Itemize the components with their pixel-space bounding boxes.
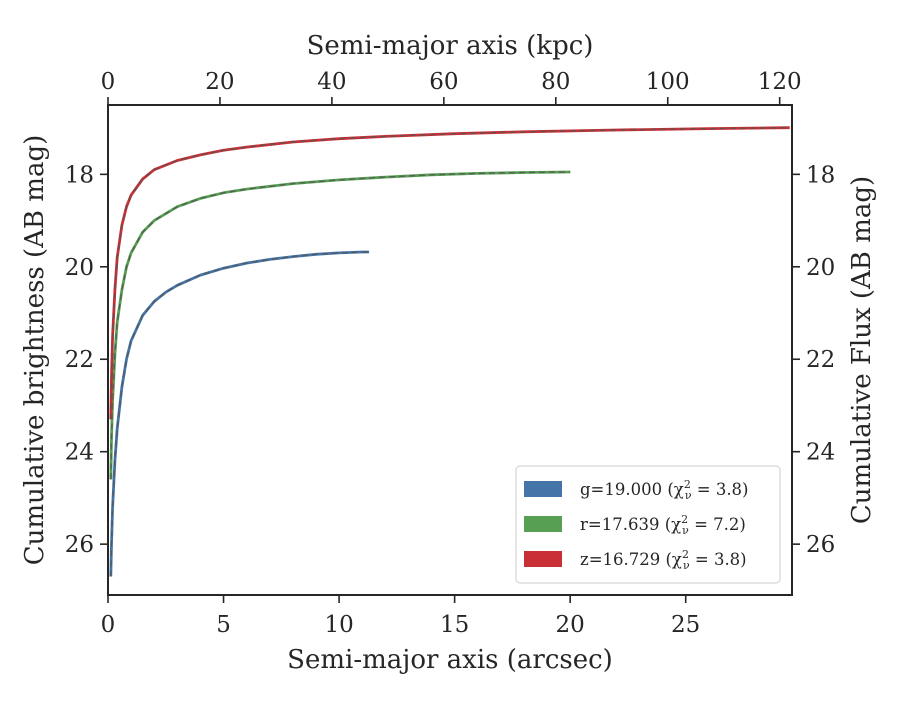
x-axis-label-top: Semi-major axis (kpc) xyxy=(307,31,594,61)
x-tick-label-top: 120 xyxy=(758,69,802,95)
legend-swatch-g xyxy=(524,481,562,497)
y-tick-label-left: 26 xyxy=(65,532,94,558)
x-tick-label-top: 80 xyxy=(541,69,570,95)
x-tick-label-top: 100 xyxy=(646,69,690,95)
series-model-g xyxy=(110,251,370,577)
y-tick-label-left: 20 xyxy=(65,255,94,281)
x-axis-label-bottom: Semi-major axis (arcsec) xyxy=(287,645,613,675)
y-axis-label-right: Cumulative Flux (AB mag) xyxy=(847,176,877,524)
series-model-r xyxy=(110,171,571,480)
series-line-z xyxy=(109,126,790,420)
y-tick-label-right: 22 xyxy=(806,347,835,373)
x-tick-label-top: 0 xyxy=(101,69,116,95)
series-layer xyxy=(109,126,790,577)
series-line-g xyxy=(109,250,370,577)
y-tick-label-right: 18 xyxy=(806,162,835,188)
plot-frame xyxy=(107,104,793,596)
legend-label-g: g=19.000 (χ2 ν = 3.8) xyxy=(580,478,749,502)
x-tick-label-bottom: 10 xyxy=(324,612,353,638)
y-tick-label-right: 26 xyxy=(806,532,835,558)
legend-label-r: r=17.639 (χ2 ν = 7.2) xyxy=(580,513,746,537)
legend-label-z: z=16.729 (χ2 ν = 3.8) xyxy=(580,548,747,572)
y-tick-label-left: 18 xyxy=(65,162,94,188)
series-line-r xyxy=(109,170,571,480)
x-tick-label-bottom: 5 xyxy=(216,612,231,638)
y-axis-label-left: Cumulative brightness (AB mag) xyxy=(20,135,50,566)
x-tick-label-bottom: 25 xyxy=(671,612,700,638)
x-tick-label-top: 60 xyxy=(429,69,458,95)
legend-swatch-z xyxy=(524,551,562,567)
legend-frame xyxy=(515,465,781,584)
y-tick-label-right: 24 xyxy=(806,440,835,466)
x-tick-label-top: 40 xyxy=(317,69,346,95)
x-tick-label-top: 20 xyxy=(205,69,234,95)
x-tick-label-bottom: 20 xyxy=(556,612,585,638)
legend: g=19.000 (χ2 ν = 3.8) r=17.639 (χ2 ν = 7.2)… xyxy=(515,465,781,584)
x-tick-label-bottom: 0 xyxy=(101,612,116,638)
y-tick-label-right: 20 xyxy=(806,255,835,281)
series-model-z xyxy=(110,127,790,420)
x-tick-label-bottom: 15 xyxy=(440,612,469,638)
y-tick-label-left: 24 xyxy=(65,440,94,466)
tick-layer: 0 5 10 15 20 25 0 20 40 60 80 100 120 18 20 22 24 26 18 20 2… xyxy=(65,69,836,638)
y-tick-label-left: 22 xyxy=(65,347,94,373)
legend-swatch-r xyxy=(524,516,562,532)
